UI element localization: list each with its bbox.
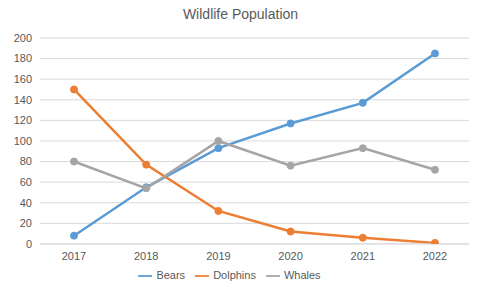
svg-text:120: 120 [14,114,32,126]
svg-text:2018: 2018 [134,250,158,262]
svg-text:2017: 2017 [62,250,86,262]
svg-text:40: 40 [20,197,32,209]
svg-text:2021: 2021 [351,250,375,262]
svg-text:60: 60 [20,176,32,188]
svg-text:2022: 2022 [423,250,447,262]
svg-text:80: 80 [20,155,32,167]
svg-text:0: 0 [26,238,32,250]
svg-text:200: 200 [14,32,32,44]
svg-text:100: 100 [14,135,32,147]
svg-text:2020: 2020 [278,250,302,262]
svg-text:2019: 2019 [206,250,230,262]
svg-text:20: 20 [20,217,32,229]
svg-text:160: 160 [14,73,32,85]
svg-text:140: 140 [14,94,32,106]
html-text:Whales: Whales [283,268,321,281]
html-text:Bears: Bears [156,268,186,281]
svg-text:180: 180 [14,52,32,64]
html-text:Wildlife Population: Wildlife Population [182,6,299,22]
html-text:Dolphins: Dolphins [213,268,256,281]
